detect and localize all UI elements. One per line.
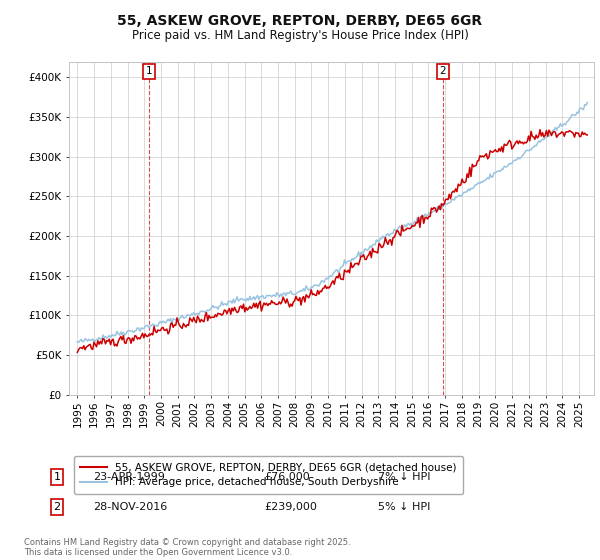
Text: 5% ↓ HPI: 5% ↓ HPI xyxy=(378,502,430,512)
Text: 55, ASKEW GROVE, REPTON, DERBY, DE65 6GR: 55, ASKEW GROVE, REPTON, DERBY, DE65 6GR xyxy=(118,14,482,28)
Text: 23-APR-1999: 23-APR-1999 xyxy=(93,472,165,482)
Text: 1: 1 xyxy=(146,66,152,76)
Text: 7% ↓ HPI: 7% ↓ HPI xyxy=(378,472,431,482)
Text: Contains HM Land Registry data © Crown copyright and database right 2025.
This d: Contains HM Land Registry data © Crown c… xyxy=(24,538,350,557)
Text: 2: 2 xyxy=(440,66,446,76)
Text: 28-NOV-2016: 28-NOV-2016 xyxy=(93,502,167,512)
Text: Price paid vs. HM Land Registry's House Price Index (HPI): Price paid vs. HM Land Registry's House … xyxy=(131,29,469,42)
Text: 1: 1 xyxy=(53,472,61,482)
Text: 2: 2 xyxy=(53,502,61,512)
Legend: 55, ASKEW GROVE, REPTON, DERBY, DE65 6GR (detached house), HPI: Average price, d: 55, ASKEW GROVE, REPTON, DERBY, DE65 6GR… xyxy=(74,456,463,494)
Text: £239,000: £239,000 xyxy=(264,502,317,512)
Text: £76,000: £76,000 xyxy=(264,472,310,482)
